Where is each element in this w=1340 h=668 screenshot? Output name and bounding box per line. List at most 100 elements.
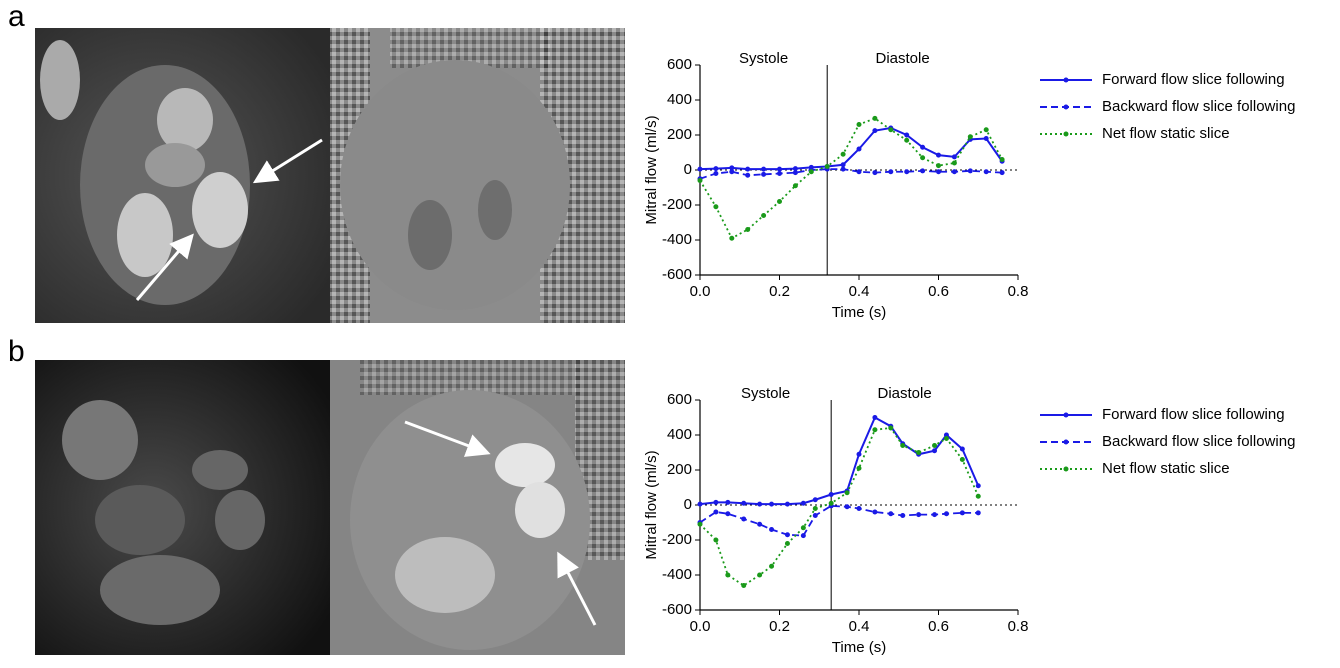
data-point xyxy=(757,521,763,527)
data-point xyxy=(828,492,834,497)
data-point xyxy=(951,154,957,160)
legend-marker xyxy=(1063,439,1069,445)
data-point xyxy=(900,443,906,448)
phase-label: Diastole xyxy=(877,385,931,402)
data-point xyxy=(856,146,862,152)
data-point xyxy=(761,213,767,218)
data-point xyxy=(840,151,846,157)
legend-marker xyxy=(1063,412,1069,418)
data-point xyxy=(784,532,790,538)
data-point xyxy=(697,501,703,507)
data-point xyxy=(888,169,894,175)
y-tick-label: -200 xyxy=(662,531,692,548)
data-point xyxy=(999,170,1005,176)
data-point xyxy=(777,166,782,172)
x-tick-label: 0.8 xyxy=(1008,283,1029,300)
data-point xyxy=(932,512,938,518)
data-point xyxy=(872,509,878,515)
data-point xyxy=(888,127,894,133)
data-point xyxy=(800,500,806,506)
y-axis-label: Mitral flow (ml/s) xyxy=(643,115,660,224)
y-tick-label: 400 xyxy=(667,91,692,108)
data-point xyxy=(757,572,763,578)
data-point xyxy=(840,162,846,168)
data-point xyxy=(729,165,735,171)
data-point xyxy=(784,541,790,546)
data-point xyxy=(888,425,894,431)
y-tick-label: 200 xyxy=(667,126,692,143)
data-point xyxy=(999,157,1005,162)
data-point xyxy=(951,169,957,175)
phase-label: Systole xyxy=(739,50,788,67)
data-point xyxy=(745,227,751,232)
data-point xyxy=(936,163,941,169)
data-point xyxy=(920,155,926,161)
x-tick-label: 0.0 xyxy=(690,618,711,635)
x-tick-label: 0.2 xyxy=(769,618,790,635)
x-tick-label: 0.2 xyxy=(769,283,790,300)
data-point xyxy=(920,144,926,150)
data-point xyxy=(741,500,747,506)
data-point xyxy=(713,537,719,543)
data-point xyxy=(967,134,973,140)
series-line xyxy=(699,427,980,587)
data-point xyxy=(975,483,981,489)
data-point xyxy=(713,204,719,210)
data-point xyxy=(761,166,767,172)
data-point xyxy=(697,178,703,183)
data-point xyxy=(872,115,878,121)
legend-marker xyxy=(1063,466,1069,472)
phase-label: Diastole xyxy=(875,50,929,67)
x-tick-label: 0.8 xyxy=(1008,618,1029,635)
data-point xyxy=(916,450,922,455)
data-point xyxy=(792,166,798,172)
data-point xyxy=(888,511,894,517)
y-tick-label: 600 xyxy=(667,391,692,408)
data-point xyxy=(904,169,910,175)
panel-label: b xyxy=(8,335,25,368)
phase-label: Systole xyxy=(741,385,790,402)
series-line xyxy=(699,416,980,506)
series-line xyxy=(699,126,1003,171)
data-point xyxy=(959,457,965,462)
data-point xyxy=(725,572,731,578)
data-point xyxy=(824,164,830,169)
data-point xyxy=(975,510,981,516)
data-point xyxy=(800,533,806,539)
data-point xyxy=(777,171,782,176)
panel-label: a xyxy=(8,0,25,33)
y-axis-label: Mitral flow (ml/s) xyxy=(643,450,660,559)
x-tick-label: 0.6 xyxy=(928,283,949,300)
data-point xyxy=(745,172,751,178)
data-point xyxy=(741,516,747,522)
data-point xyxy=(844,504,850,510)
x-tick-label: 0.4 xyxy=(849,283,870,300)
data-point xyxy=(856,506,862,511)
data-point xyxy=(856,122,862,127)
data-point xyxy=(920,168,926,174)
data-point xyxy=(872,170,878,176)
y-tick-label: 0 xyxy=(684,161,692,178)
data-point xyxy=(769,527,775,532)
legend-marker xyxy=(1063,77,1069,83)
data-point xyxy=(983,169,989,175)
data-point xyxy=(697,166,703,172)
data-point xyxy=(856,451,862,457)
data-point xyxy=(713,499,719,505)
data-point xyxy=(741,583,747,588)
data-point xyxy=(792,183,798,189)
y-tick-label: -600 xyxy=(662,266,692,283)
data-point xyxy=(872,427,878,433)
data-point xyxy=(904,132,910,138)
legend-marker xyxy=(1063,104,1069,110)
data-point xyxy=(983,127,989,133)
legend-label: Backward flow slice following xyxy=(1102,433,1295,450)
legend-label: Forward flow slice following xyxy=(1102,71,1285,88)
data-point xyxy=(959,446,965,452)
data-point xyxy=(932,448,938,454)
x-tick-label: 0.0 xyxy=(690,283,711,300)
y-tick-label: 0 xyxy=(684,496,692,513)
series-line xyxy=(699,117,1003,240)
data-point xyxy=(713,171,719,176)
